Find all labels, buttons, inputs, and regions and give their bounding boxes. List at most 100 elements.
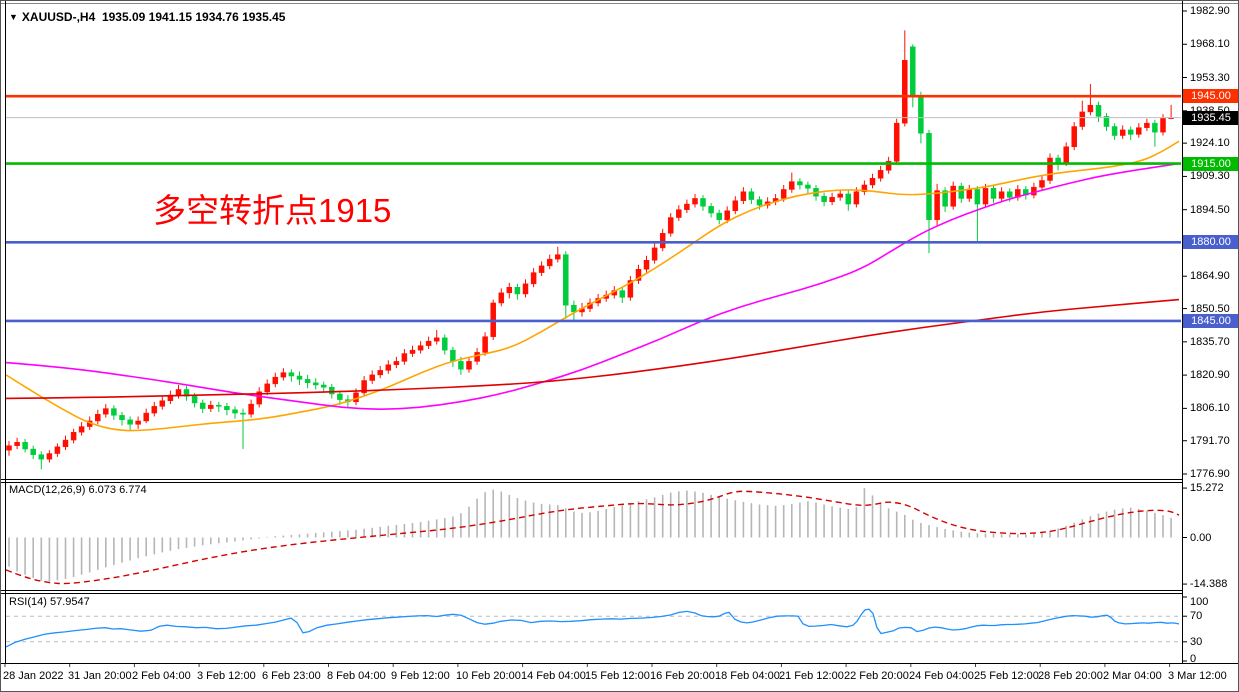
candle-body (732, 200, 739, 212)
candle-body (280, 372, 287, 378)
candle-body (885, 161, 892, 171)
price-axis-tick-label: 1924.10 (1190, 137, 1230, 150)
candle-body (748, 191, 755, 200)
candle-body (1103, 116, 1110, 127)
time-axis-label: 21 Feb 12:00 (779, 670, 844, 682)
price-line-badge: 1880.00 (1183, 235, 1238, 250)
candle-body (78, 426, 85, 433)
candle-body (482, 336, 488, 353)
candle-body (926, 133, 932, 221)
macd-panel[interactable] (6, 483, 1182, 590)
candle-body (361, 380, 367, 394)
price-line-badge: 1945.00 (1183, 89, 1238, 104)
candle-body (797, 181, 803, 186)
symbol-period-label: XAUUSD-,H4 (21, 10, 96, 24)
candle-body (1160, 118, 1166, 133)
candle-body (563, 254, 569, 306)
candle-body (877, 170, 884, 179)
time-axis-label: 8 Feb 04:00 (327, 670, 386, 682)
candle-body (789, 181, 795, 190)
ohlc-values: 1935.09 1941.15 1934.76 1935.45 (101, 10, 286, 24)
candle-body (111, 408, 117, 416)
candle-body (30, 448, 36, 455)
candle-body (337, 393, 343, 400)
time-axis-label: 16 Feb 20:00 (650, 670, 715, 682)
candle-body (377, 370, 383, 376)
rsi-axis-tick-label: 70 (1190, 610, 1203, 623)
candle-body (127, 419, 133, 425)
candle-body (546, 258, 553, 267)
candle-body (1119, 129, 1126, 136)
time-axis-label: 28 Feb 20:00 (1038, 670, 1103, 682)
time-axis-label: 25 Feb 12:00 (974, 670, 1039, 682)
ma-fast-orange-line (5, 140, 1180, 432)
candle-body (256, 391, 262, 405)
current-price-badge: 1935.45 (1183, 110, 1238, 125)
candle-body (95, 413, 101, 422)
price-line-badge: 1845.00 (1183, 313, 1238, 328)
candle-body (1095, 104, 1102, 117)
candle-body (442, 337, 448, 351)
candle-body (216, 404, 222, 407)
candle-body (272, 376, 279, 385)
candle-body (942, 190, 948, 207)
time-axis-label: 18 Feb 04:00 (715, 670, 780, 682)
candle-body (530, 272, 537, 285)
candle-body (861, 184, 868, 192)
candle-body (893, 122, 900, 162)
rsi-indicator-label: RSI(14) 57.9547 (9, 596, 90, 608)
time-axis-label: 31 Jan 20:00 (68, 670, 132, 682)
candle-body (829, 197, 835, 203)
candle-body (1079, 111, 1086, 127)
rsi-axis-tick-label: 100 (1190, 596, 1209, 608)
candle-body (708, 206, 714, 214)
candle-body (724, 210, 730, 221)
candle-body (1152, 122, 1158, 133)
candle-body (417, 345, 424, 351)
candle-body (119, 415, 125, 421)
time-axis-label: 15 Feb 12:00 (585, 670, 650, 682)
candle-body (6, 445, 12, 451)
chart-title: ▼ XAUUSD-,H4 1935.09 1941.15 1934.76 1935… (9, 10, 285, 24)
rsi-value: 57.9547 (49, 596, 90, 608)
candle-body (240, 412, 246, 415)
time-axis-label: 6 Feb 23:00 (262, 670, 321, 682)
candle-body (208, 404, 214, 409)
main-chart-panel[interactable] (6, 4, 1182, 479)
candle-body (1127, 129, 1134, 135)
time-axis-label: 2 Feb 04:00 (132, 670, 191, 682)
candle-body (1071, 126, 1077, 148)
candle-body (264, 383, 270, 392)
candle-body (199, 402, 206, 409)
candle-body (1006, 191, 1013, 198)
price-axis-tick-label: 1776.90 (1190, 468, 1230, 480)
candle-body (684, 203, 690, 210)
price-axis-tick-label: 1850.50 (1190, 302, 1230, 315)
candle-body (950, 185, 956, 207)
rsi-name: RSI(14) (9, 596, 47, 608)
price-axis-tick-label: 1791.70 (1190, 434, 1230, 447)
candle-body (1047, 157, 1053, 181)
candle-body (514, 286, 521, 295)
price-axis-tick-label: 1953.30 (1190, 71, 1230, 84)
rsi-axis-tick-label: 0 (1190, 653, 1197, 665)
candle-body (740, 191, 747, 201)
candle-body (1087, 104, 1094, 113)
candle-body (837, 193, 843, 198)
time-axis-label: 22 Feb 20:00 (844, 670, 909, 682)
macd-signal-line (5, 490, 1180, 585)
candle-body (692, 198, 698, 205)
price-axis-tick-label: 1894.50 (1190, 203, 1230, 216)
macd-name: MACD(12,26,9) (9, 484, 86, 496)
candle-body (1136, 127, 1142, 135)
candle-body (46, 453, 53, 460)
candle-body (191, 395, 198, 404)
candle-body (433, 337, 440, 342)
price-axis-tick-label: 1968.10 (1190, 38, 1230, 51)
candle-body (990, 188, 997, 199)
candle-body (143, 412, 149, 422)
candle-body (22, 442, 28, 450)
rsi-panel[interactable] (6, 594, 1182, 663)
candle-body (998, 191, 1005, 199)
